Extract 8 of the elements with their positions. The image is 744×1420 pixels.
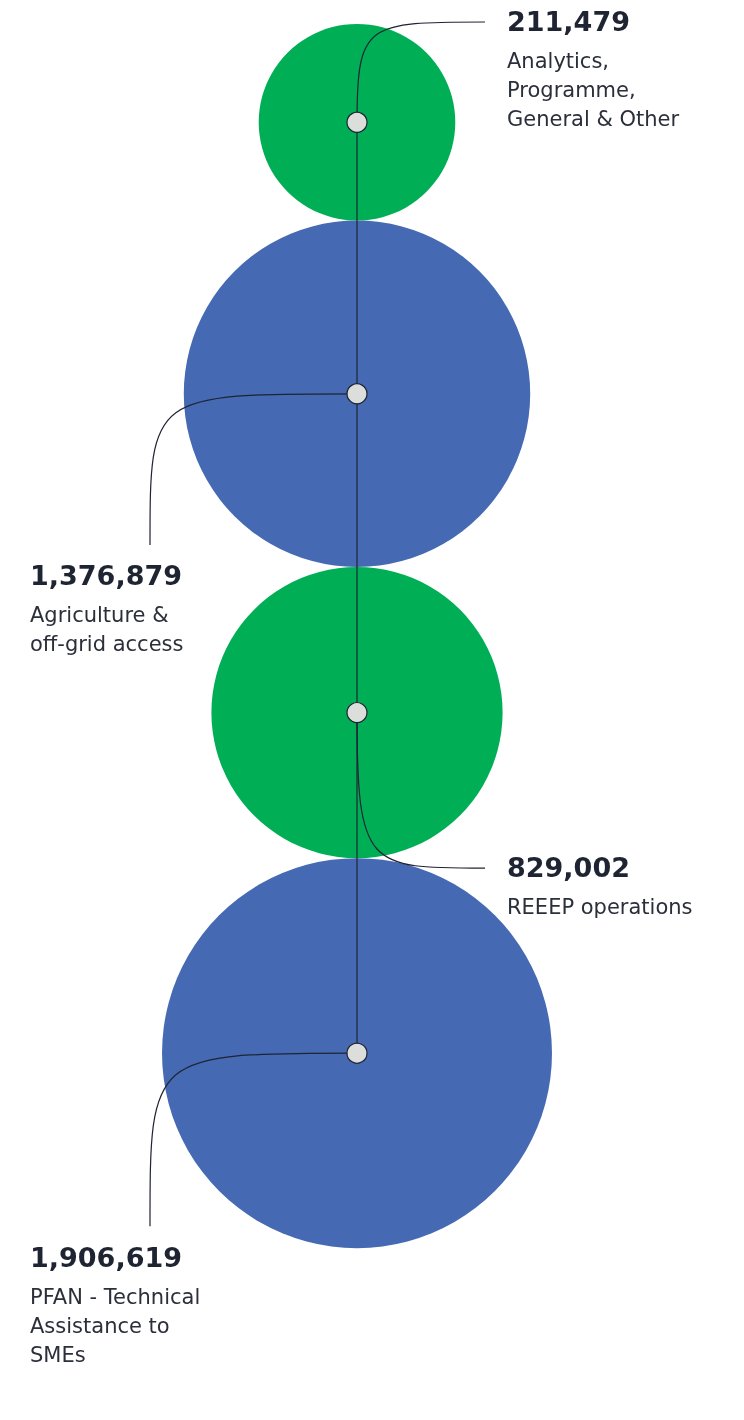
category-label: Agriculture & off-grid access: [30, 603, 184, 657]
category-label: REEEP operations: [507, 894, 693, 919]
data-label: 1,376,879: [30, 560, 183, 592]
data-label: 829,002: [507, 851, 630, 883]
category-label: PFAN - Technical Assistance to SMEs: [30, 1284, 207, 1367]
data-label: 211,479: [507, 5, 630, 37]
category-label: Analytics, Programme, General & Other: [507, 48, 680, 131]
data-label: 1,906,619: [30, 1241, 183, 1273]
